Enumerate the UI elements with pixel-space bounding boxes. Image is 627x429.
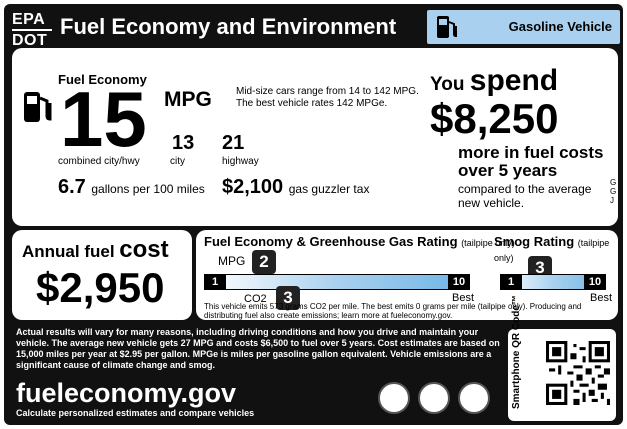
epa-dot-logo: EPA DOT — [12, 11, 52, 49]
gallons-value: 6.7 — [58, 176, 86, 198]
you-text: You — [430, 74, 465, 95]
highway-mpg-value: 21 — [222, 132, 245, 154]
class-range-text: Mid-size cars range from 14 to 142 MPG. … — [236, 86, 419, 109]
epa-text: EPA — [12, 11, 46, 28]
gas-tax-label: gas guzzler tax — [288, 182, 370, 196]
combined-mpg-value: 15 — [60, 75, 147, 163]
spend-heading: You spend — [430, 64, 616, 98]
gas-tax-value: $2,100 — [222, 176, 284, 198]
logo-divider — [12, 29, 52, 31]
spend-compare-text: compared to the average new vehicle. — [458, 182, 592, 210]
disclaimer-text: Actual results will vary for many reason… — [16, 327, 500, 370]
gas-guzzler-tax: $2,100 gas guzzler tax — [222, 176, 369, 199]
fueleconomy-link[interactable]: fueleconomy.gov — [16, 378, 237, 408]
qr-label: Smartphone QR Code™ — [511, 295, 522, 409]
ghg-qualifier: (tailpipe only) — [461, 238, 515, 248]
ghg-rating-scale: 1 10 — [204, 274, 470, 290]
qr-code-panel: Smartphone QR Code™ — [508, 295, 616, 421]
cost-word: cost — [119, 236, 169, 263]
ghg-note: This vehicle emits 573 grams CO2 per mil… — [204, 302, 582, 320]
ghg-title-text: Fuel Economy & Greenhouse Gas Rating — [204, 234, 458, 249]
gas-pump-icon — [24, 92, 52, 122]
highway-label: highway — [222, 156, 259, 167]
co2-rating-label: CO2 — [244, 293, 267, 305]
epa-seal-icon — [378, 382, 410, 414]
fueleconomy-subtext: Calculate personalized estimates and com… — [16, 408, 255, 418]
mpg-unit: MPG — [164, 88, 212, 111]
smog-title-text: Smog Rating — [494, 234, 575, 249]
ghg-scale-max: 10 — [448, 274, 470, 290]
mpg-rating-marker: 2 — [252, 250, 276, 274]
fuel-economy-label: EPA DOT Fuel Economy and Environment Gas… — [4, 4, 623, 425]
spend-text: spend — [469, 64, 559, 97]
mpg-rating-label: MPG — [218, 254, 246, 268]
vehicle-type-text: Gasoline Vehicle — [508, 19, 612, 34]
qr-code-icon[interactable] — [546, 341, 610, 405]
city-mpg-value: 13 — [172, 132, 195, 154]
smog-best-label: Best — [590, 292, 613, 304]
label-code: G G J — [610, 178, 617, 205]
smog-scale-min: 1 — [500, 274, 522, 290]
vehicle-type-badge: Gasoline Vehicle — [427, 10, 620, 44]
smog-scale-max: 10 — [584, 274, 606, 290]
combined-label: combined city/hwy — [58, 156, 140, 167]
nhtsa-seal-icon — [458, 382, 490, 414]
spend-amount: $8,250 — [430, 95, 559, 142]
gallons-per-100-miles: 6.7 gallons per 100 miles — [58, 176, 205, 199]
dot-text: DOT — [12, 32, 48, 49]
five-year-spend: You spend $8,250 more in fuel costs over… — [430, 64, 616, 210]
ghg-rating-title: Fuel Economy & Greenhouse Gas Rating (ta… — [204, 234, 515, 249]
ratings-panel: Fuel Economy & Greenhouse Gas Rating (ta… — [196, 230, 618, 320]
gallons-label: gallons per 100 miles — [91, 182, 205, 196]
gas-pump-icon — [437, 16, 457, 38]
annual-fuel-cost-panel: Annual fuel cost $2,950 — [12, 230, 192, 320]
dot-seal-icon — [418, 382, 450, 414]
ghg-scale-min: 1 — [204, 274, 226, 290]
co2-rating-marker: 3 — [276, 286, 300, 310]
spend-more-text: more in fuel costs over 5 years — [458, 143, 604, 180]
annual-fuel-cost-value: $2,950 — [36, 264, 165, 311]
ghg-best-label: Best — [452, 292, 475, 304]
label-title: Fuel Economy and Environment — [60, 14, 397, 39]
annual-fuel-text: Annual fuel — [22, 242, 115, 261]
smog-rating-title: Smog Rating (tailpipe only) — [494, 234, 618, 264]
annual-fuel-cost-heading: Annual fuel cost — [22, 236, 169, 264]
fuel-economy-panel: Fuel Economy 15 MPG 13 21 combined city/… — [12, 48, 618, 226]
smog-rating-scale: 1 10 — [500, 274, 606, 290]
fuel-economy-heading: Fuel Economy — [58, 72, 147, 87]
smog-qualifier: (tailpipe only) — [494, 238, 610, 263]
city-label: city — [170, 156, 185, 167]
